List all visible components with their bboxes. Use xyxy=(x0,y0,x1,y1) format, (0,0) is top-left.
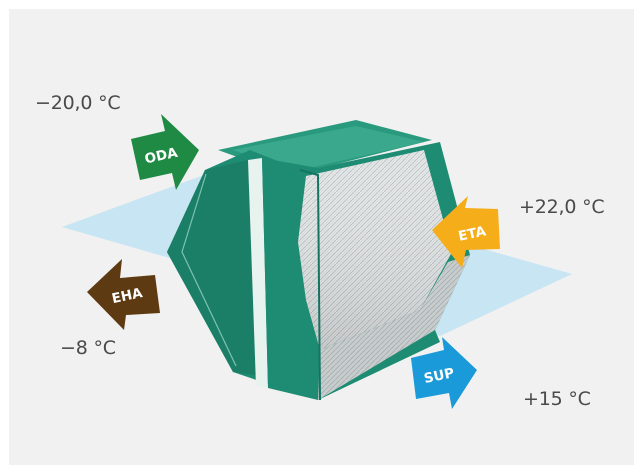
eha-temperature: −8 °C xyxy=(60,337,116,359)
oda-temperature: −20,0 °C xyxy=(35,92,121,114)
right-face-shade xyxy=(298,150,452,350)
eta-temperature: +22,0 °C xyxy=(519,196,605,218)
exchanger-left-face xyxy=(167,160,260,376)
sup-arrow: SUP xyxy=(411,337,477,409)
exchanger-lower-cavity xyxy=(318,255,470,400)
eta-arrow: ETA xyxy=(432,196,500,268)
sup-temperature: +15 °C xyxy=(523,388,591,410)
left-face-outline xyxy=(181,173,237,367)
eta-arrow-shape xyxy=(432,196,500,268)
eha-arrow-label: EHA xyxy=(110,285,144,307)
oda-arrow: ODA xyxy=(131,114,199,190)
exchanger-seam xyxy=(248,158,268,388)
oda-arrow-label: ODA xyxy=(143,145,179,168)
eta-arrow-label: ETA xyxy=(457,223,488,245)
oda-arrow-shape xyxy=(131,114,199,190)
exchanger-top-face xyxy=(232,126,424,170)
exchanger-front-edge xyxy=(299,169,321,401)
sup-arrow-label: SUP xyxy=(423,365,456,387)
eha-arrow: EHA xyxy=(87,259,160,330)
sup-arrow-shape xyxy=(411,337,477,409)
eha-arrow-shape xyxy=(87,259,160,330)
